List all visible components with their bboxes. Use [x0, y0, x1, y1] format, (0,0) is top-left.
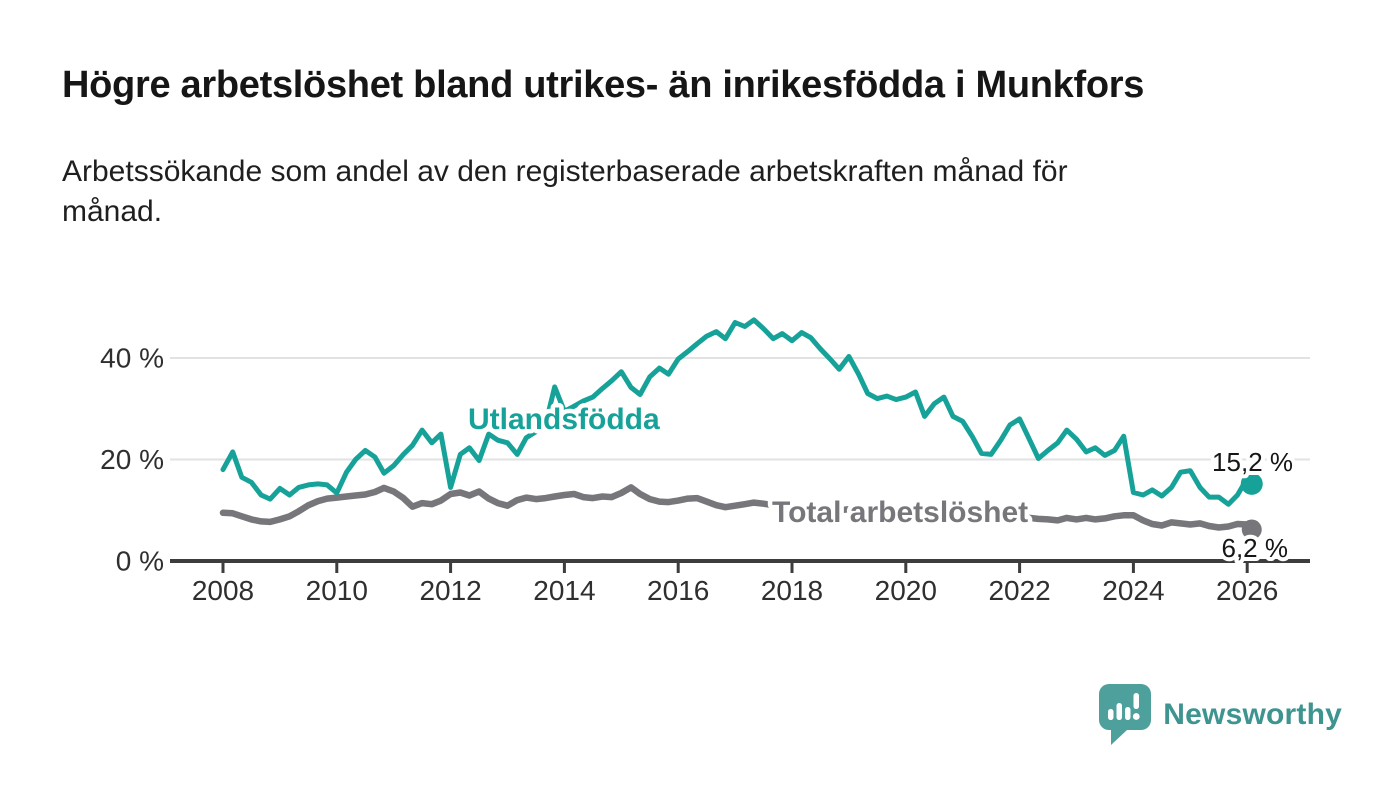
series-line-total-arbetsloshet: [219, 484, 1256, 533]
x-tick-label: 2012: [419, 575, 481, 606]
end-dot-utlandsfodda: [1240, 472, 1263, 495]
value-label-total-arbetsloshet: 6,2 %: [1222, 533, 1289, 563]
x-tick-label: 2010: [306, 575, 368, 606]
x-tick-label: 2024: [1102, 575, 1164, 606]
gridlines: [170, 357, 1310, 461]
x-tick-label: 2026: [1216, 575, 1278, 606]
x-tick-label: 2008: [192, 575, 254, 606]
subtitle-line-1: Arbetssökande som andel av den registerb…: [62, 155, 1068, 188]
x-tick-label: 2020: [875, 575, 937, 606]
x-tick-label: 2016: [647, 575, 709, 606]
end-dot-total-arbetsloshet: [1241, 519, 1262, 540]
end-dots: [1240, 472, 1263, 540]
newsworthy-logo: Newsworthy: [1099, 684, 1342, 745]
x-tick-label: 2014: [533, 575, 595, 606]
series-label-total-arbetsloshet: Total arbetslöshet: [772, 496, 1028, 529]
series-line-utlandsfodda: [220, 317, 1255, 507]
series-labels: Utlandsfödda Total arbetslöshet: [464, 399, 1033, 534]
series-lines: [219, 317, 1256, 533]
chart-title: Högre arbetslöshet bland utrikes- än inr…: [62, 64, 1145, 106]
value-labels: 15,2 % 6,2 %: [1208, 443, 1297, 567]
x-axis: 2008 2010 2012 2014 2016 2018 2020 2022 2024 2026: [170, 559, 1310, 606]
x-tick-label: 2018: [761, 575, 823, 606]
x-tick-label: 2022: [988, 575, 1050, 606]
y-tick-label: 0 %: [116, 546, 164, 577]
value-label-utlandsfodda: 15,2 %: [1212, 447, 1293, 477]
newsworthy-bubble-chart-icon: [1099, 684, 1152, 745]
subtitle-line-2: månad.: [62, 195, 163, 228]
series-label-utlandsfodda: Utlandsfödda: [468, 403, 660, 436]
y-tick-label: 40 %: [100, 343, 164, 374]
newsworthy-wordmark: Newsworthy: [1163, 697, 1342, 731]
y-axis-labels: 0 % 20 % 40 %: [100, 343, 164, 577]
chart-subtitle: Arbetssökande som andel av den registerb…: [62, 152, 1322, 232]
y-tick-label: 20 %: [100, 444, 164, 475]
